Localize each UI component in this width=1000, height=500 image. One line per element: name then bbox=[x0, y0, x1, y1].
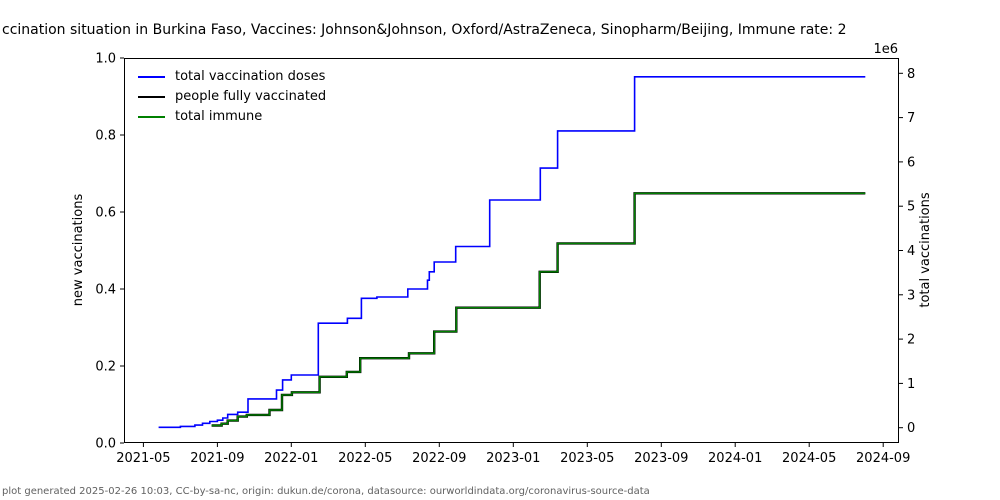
x-axis-ticks: 2021-05 2021-09 2022-01 2022-05 2022-09 2023-… bbox=[116, 443, 910, 466]
right-axis-label: total vaccinations bbox=[918, 192, 933, 308]
legend-swatch-black bbox=[138, 96, 165, 98]
line-people-fully-vaccinated bbox=[211, 192, 866, 427]
x-tick-label: 2022-01 bbox=[264, 451, 318, 466]
legend-item-label: people fully vaccinated bbox=[175, 89, 327, 104]
left-axis-label: new vaccinations bbox=[71, 194, 86, 307]
right-tick-label: 6 bbox=[907, 155, 915, 170]
legend-item-label: total vaccination doses bbox=[175, 69, 326, 84]
line-total-immune bbox=[211, 192, 866, 427]
right-tick-label: 2 bbox=[907, 333, 915, 348]
x-tick-label: 2022-05 bbox=[338, 451, 392, 466]
legend-swatch-blue bbox=[138, 76, 165, 78]
left-tick-label: 0.6 bbox=[95, 206, 116, 221]
left-tick-label: 0.0 bbox=[95, 437, 116, 452]
legend-item-total-vaccination-doses: total vaccination doses bbox=[138, 70, 326, 84]
x-tick-label: 2023-09 bbox=[634, 451, 688, 466]
x-tick-label: 2023-01 bbox=[486, 451, 540, 466]
right-axis-ticks: 0 1 2 3 4 5 6 7 8 bbox=[899, 67, 915, 436]
left-tick-label: 0.2 bbox=[95, 360, 116, 375]
series-lines bbox=[158, 76, 866, 429]
legend-swatch-green bbox=[138, 116, 165, 118]
x-tick-label: 2024-05 bbox=[782, 451, 836, 466]
right-tick-label: 1 bbox=[907, 377, 915, 392]
x-tick-label: 2023-05 bbox=[560, 451, 614, 466]
line-total-vaccination-doses bbox=[158, 76, 866, 429]
legend-item-total-immune: total immune bbox=[138, 110, 326, 124]
legend-item-people-fully-vaccinated: people fully vaccinated bbox=[138, 90, 326, 104]
plot-border bbox=[124, 58, 899, 443]
legend-item-label: total immune bbox=[175, 109, 263, 124]
x-tick-label: 2024-01 bbox=[708, 451, 762, 466]
right-tick-label: 8 bbox=[907, 67, 915, 82]
right-tick-label: 5 bbox=[907, 200, 915, 215]
footer-note: plot generated 2025-02-26 10:03, CC-by-s… bbox=[2, 486, 650, 497]
chart-title: ccination situation in Burkina Faso, Vac… bbox=[2, 22, 847, 38]
right-tick-label: 0 bbox=[907, 421, 915, 436]
left-axis-ticks: 0.0 0.2 0.4 0.6 0.8 1.0 bbox=[95, 52, 124, 452]
x-tick-label: 2024-09 bbox=[856, 451, 910, 466]
right-tick-label: 7 bbox=[907, 111, 915, 126]
right-axis-offset-label: 1e6 bbox=[873, 42, 898, 57]
left-tick-label: 0.8 bbox=[95, 129, 116, 144]
x-tick-label: 2021-09 bbox=[190, 451, 244, 466]
left-tick-label: 0.4 bbox=[95, 283, 116, 298]
left-tick-label: 1.0 bbox=[95, 52, 116, 67]
x-tick-label: 2022-09 bbox=[412, 451, 466, 466]
legend: total vaccination doses people fully vac… bbox=[138, 70, 326, 124]
x-tick-label: 2021-05 bbox=[116, 451, 170, 466]
right-tick-label: 3 bbox=[907, 288, 915, 303]
right-tick-label: 4 bbox=[907, 244, 915, 259]
